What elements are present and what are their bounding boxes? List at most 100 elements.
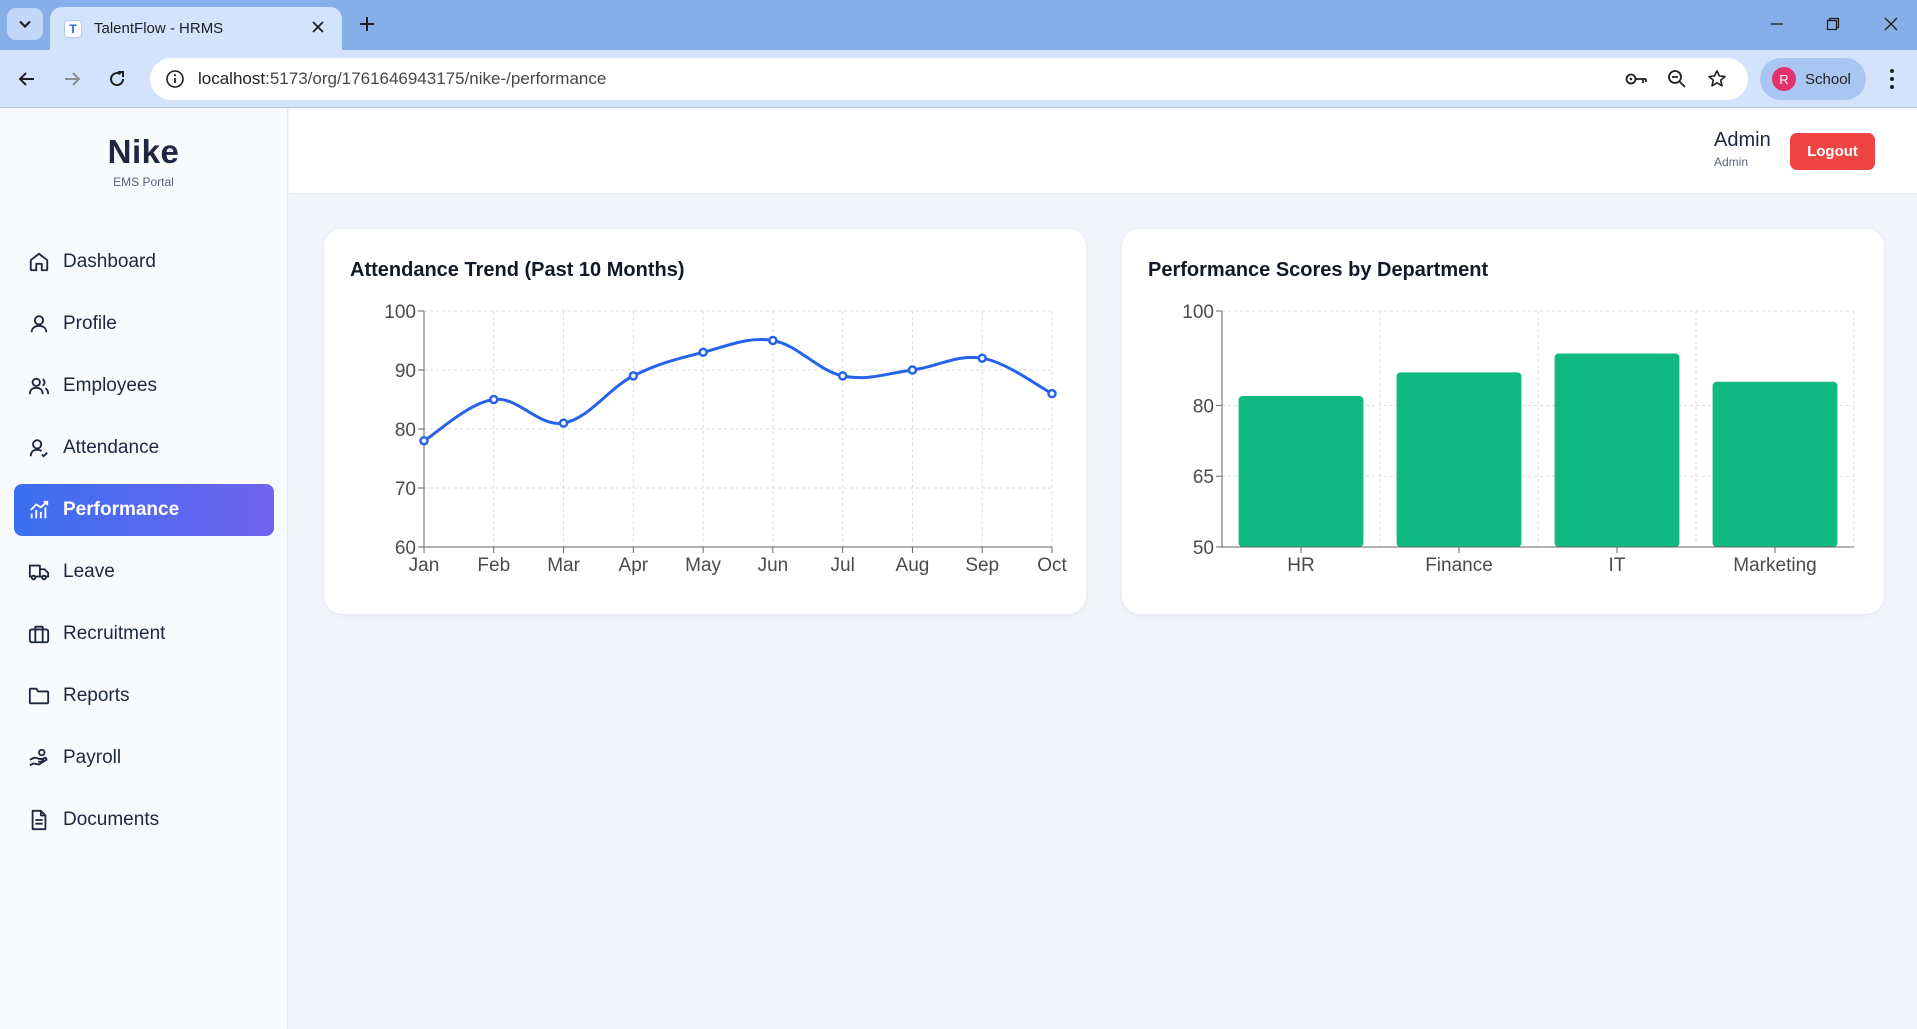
new-tab-button[interactable] [352, 9, 382, 39]
bar [1554, 353, 1680, 547]
tab-search-button[interactable] [7, 8, 43, 40]
data-point [907, 365, 918, 375]
sidebar-item-label: Documents [63, 809, 160, 830]
browser-tab-active[interactable]: T TalentFlow - HRMS [50, 7, 342, 50]
attendance-chart-title: Attendance Trend (Past 10 Months) [350, 259, 685, 281]
data-point [837, 371, 848, 381]
sidebar-item-label: Attendance [63, 437, 160, 458]
data-point [489, 394, 499, 405]
arrow-right-icon [65, 72, 81, 86]
bar [1238, 395, 1364, 547]
y-tick-label: 50 [1193, 538, 1214, 559]
address-bar[interactable]: localhost:5173/org/1761646943175/nike-/p… [150, 58, 1748, 100]
reload-icon [110, 71, 125, 87]
y-tick-label: 65 [1193, 467, 1214, 488]
performance-bar-chart: 50 65 80 100 HR Finance IT Marketing [1182, 302, 1855, 576]
brand-subtitle: EMS Portal [113, 175, 174, 189]
x-tick-label: Jul [831, 555, 855, 576]
sidebar-item-reports[interactable]: Reports [14, 670, 274, 722]
url-path: :5173/org/1761646943175/nike-/performanc… [265, 69, 607, 88]
sidebar-item-performance[interactable]: Performance [14, 484, 274, 536]
x-tick-label: May [685, 555, 721, 576]
arrow-left-icon [18, 72, 34, 86]
x-tick-label: Jan [409, 555, 440, 576]
sidebar-item-attendance[interactable]: Attendance [14, 422, 274, 474]
sidebar-item-label: Dashboard [63, 251, 156, 272]
y-tick-label: 100 [1182, 302, 1214, 323]
logout-button[interactable]: Logout [1790, 133, 1875, 170]
x-tick-label: HR [1287, 555, 1314, 576]
x-tick-label: IT [1609, 555, 1626, 576]
user-name: Admin [1714, 129, 1771, 151]
sidebar-item-recruitment[interactable]: Recruitment [14, 608, 274, 660]
zoom-icon[interactable] [1662, 64, 1692, 94]
tab-title: TalentFlow - HRMS [94, 20, 224, 37]
site-info-icon[interactable] [163, 67, 187, 91]
minimize-icon [1771, 23, 1783, 25]
performance-chart-title: Performance Scores by Department [1148, 259, 1489, 281]
sidebar-item-documents[interactable]: Documents [14, 794, 274, 846]
brand-name: Nike [107, 133, 180, 170]
url-text[interactable]: localhost:5173/org/1761646943175/nike-/p… [198, 69, 1622, 89]
back-button[interactable] [12, 64, 42, 94]
sidebar-item-leave[interactable]: Leave [14, 546, 274, 598]
data-point [558, 418, 569, 428]
tab-close-icon[interactable] [308, 17, 328, 40]
hand-coins-icon [27, 746, 51, 770]
sidebar-nav: Dashboard Profile Employees Attendance P… [14, 236, 274, 856]
chevron-down-icon [19, 20, 31, 29]
password-key-icon[interactable] [1622, 64, 1652, 94]
sidebar-item-label: Employees [63, 375, 157, 396]
sidebar-item-label: Leave [63, 561, 115, 582]
data-point [419, 436, 429, 446]
attendance-trend-card: Attendance Trend (Past 10 Months) 60 70 80… [324, 229, 1086, 614]
sidebar-item-label: Profile [63, 313, 117, 334]
plus-icon [360, 17, 374, 31]
sidebar-item-label: Performance [63, 499, 180, 520]
x-tick-label: Oct [1037, 555, 1067, 576]
briefcase-icon [27, 622, 51, 646]
truck-icon [27, 560, 51, 584]
sidebar: Nike EMS Portal Dashboard Profile Employ… [0, 109, 288, 1029]
y-tick-label: 60 [395, 538, 416, 559]
bar [1712, 381, 1838, 547]
browser-tab-strip: T TalentFlow - HRMS [0, 0, 1917, 50]
profile-avatar: R [1772, 67, 1796, 91]
browser-toolbar: localhost:5173/org/1761646943175/nike-/p… [0, 50, 1917, 108]
bar [1396, 372, 1522, 547]
user-role: Admin [1714, 155, 1749, 169]
reload-button[interactable] [102, 64, 132, 94]
folder-icon [27, 684, 51, 708]
restore-icon [1826, 17, 1840, 31]
minimize-button[interactable] [1762, 10, 1792, 38]
user-check-icon [27, 436, 51, 460]
users-icon [27, 374, 51, 398]
sidebar-item-dashboard[interactable]: Dashboard [14, 236, 274, 288]
y-tick-label: 90 [395, 361, 416, 382]
bookmark-star-icon[interactable] [1702, 64, 1732, 94]
close-icon [1884, 17, 1898, 31]
x-tick-label: Marketing [1733, 555, 1816, 576]
y-tick-label: 80 [395, 420, 416, 441]
sidebar-item-profile[interactable]: Profile [14, 298, 274, 350]
browser-profile-button[interactable]: R School [1760, 58, 1866, 100]
restore-button[interactable] [1818, 10, 1848, 38]
y-tick-label: 80 [1193, 396, 1214, 417]
sidebar-item-label: Payroll [63, 747, 122, 768]
data-point [698, 347, 708, 358]
y-tick-label: 70 [395, 479, 416, 500]
x-tick-label: Sep [965, 555, 999, 576]
sidebar-item-employees[interactable]: Employees [14, 360, 274, 412]
forward-button[interactable] [57, 64, 87, 94]
favicon-icon: T [64, 19, 82, 38]
sidebar-item-payroll[interactable]: Payroll [14, 732, 274, 784]
sidebar-item-label: Recruitment [63, 623, 166, 644]
close-window-button[interactable] [1876, 10, 1906, 38]
chart-icon [27, 498, 51, 522]
user-info: Admin Admin [1714, 129, 1771, 169]
data-point [628, 371, 639, 381]
series-line [423, 338, 1053, 443]
x-tick-label: Apr [619, 555, 649, 576]
browser-menu-button[interactable] [1880, 64, 1904, 94]
data-point [1047, 388, 1057, 399]
